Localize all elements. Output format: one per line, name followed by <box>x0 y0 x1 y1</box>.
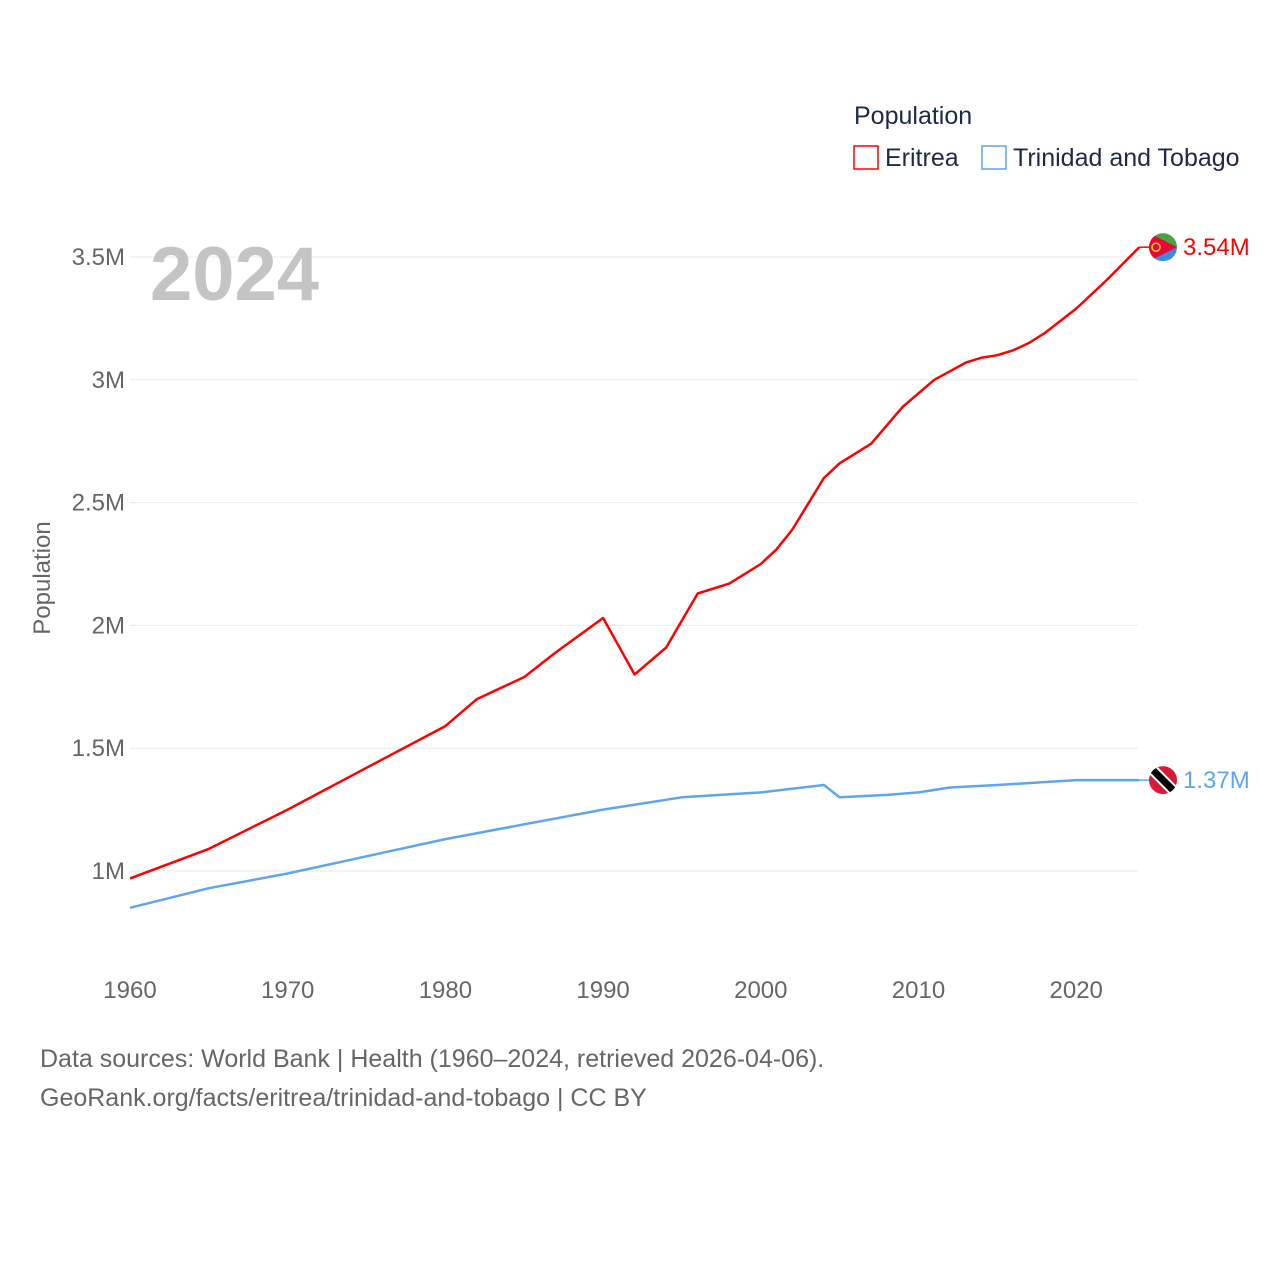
data-source-note: Data sources: World Bank | Health (1960–… <box>40 1045 825 1073</box>
series-line-eritrea <box>129 246 1141 880</box>
y-tick-label: 1M <box>92 858 125 885</box>
end-value-label: 3.54M <box>1183 234 1250 261</box>
y-tick-label: 3M <box>92 367 125 394</box>
y-axis-label: Population <box>29 521 56 634</box>
x-tick-label: 2000 <box>734 977 787 1004</box>
eritrea-flag-icon <box>1149 233 1177 262</box>
legend-entry: Trinidad and Tobago <box>1013 144 1240 172</box>
year-watermark: 2024 <box>150 232 319 317</box>
attribution-link[interactable]: GeoRank.org/facts/eritrea/trinidad-and-t… <box>40 1084 647 1112</box>
y-tick-label: 1.5M <box>72 735 125 762</box>
end-value-label: 1.37M <box>1183 767 1250 794</box>
trinidad-and-tobago-flag-icon <box>1149 766 1177 795</box>
x-tick-label: 1970 <box>261 977 314 1004</box>
x-tick-label: 1990 <box>576 977 629 1004</box>
x-tick-label: 1980 <box>419 977 472 1004</box>
legend-swatch <box>853 145 879 170</box>
series-line-trinidad-and-tobago <box>129 778 1140 910</box>
legend-swatch <box>981 145 1007 170</box>
y-tick-label: 2M <box>92 612 125 639</box>
x-tick-label: 2020 <box>1050 977 1103 1004</box>
x-tick-label: 2010 <box>892 977 945 1004</box>
legend-entry: Eritrea <box>885 144 959 172</box>
y-tick-label: 2.5M <box>72 490 125 517</box>
y-tick-label: 3.5M <box>72 244 125 271</box>
legend-title: Population <box>854 102 972 130</box>
x-tick-label: 1960 <box>103 977 156 1004</box>
